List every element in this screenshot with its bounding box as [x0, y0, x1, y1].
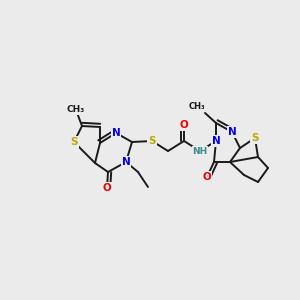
Text: N: N — [122, 157, 130, 167]
Text: O: O — [103, 183, 111, 193]
Text: CH₃: CH₃ — [188, 102, 205, 111]
Text: O: O — [202, 172, 211, 182]
Text: S: S — [70, 137, 78, 147]
Text: S: S — [148, 136, 156, 146]
Text: NH: NH — [192, 146, 208, 155]
Text: N: N — [228, 127, 236, 137]
Text: S: S — [251, 133, 259, 143]
Text: O: O — [180, 120, 188, 130]
Text: N: N — [112, 128, 120, 138]
Text: N: N — [212, 136, 220, 146]
Text: CH₃: CH₃ — [67, 106, 85, 115]
